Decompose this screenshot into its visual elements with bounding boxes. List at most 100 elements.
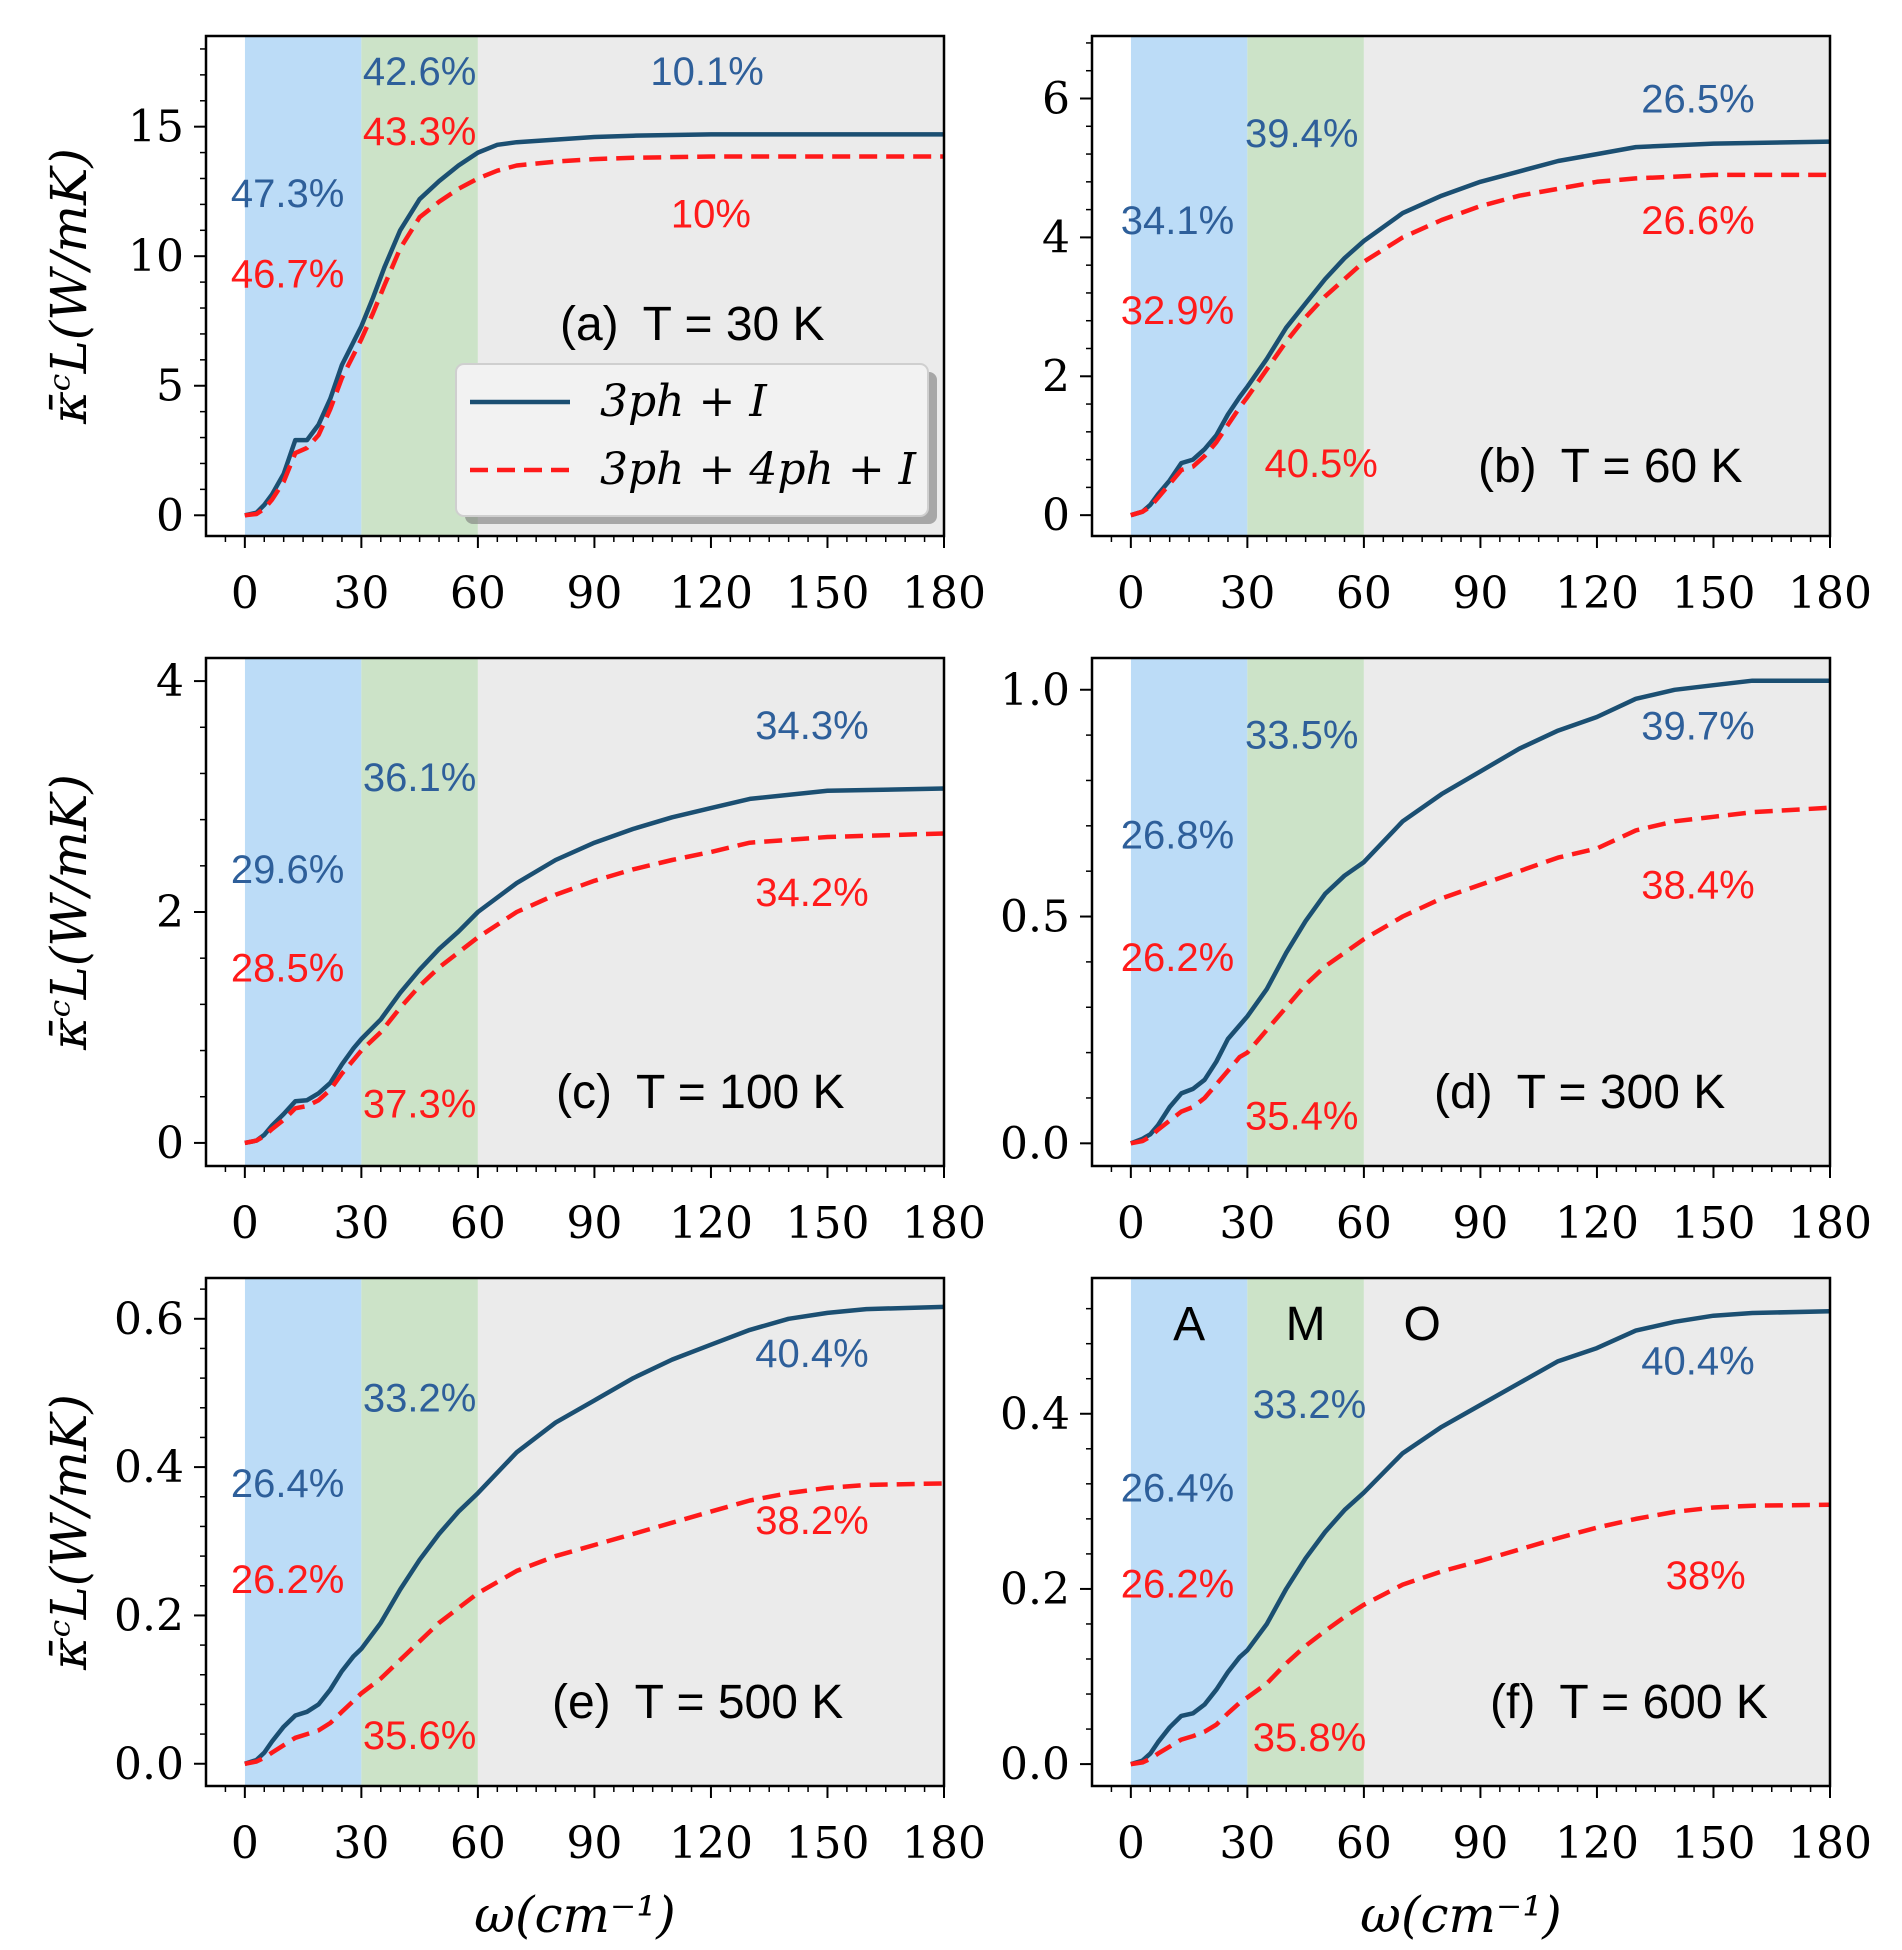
panel-letter: (c)	[556, 1066, 612, 1119]
region-a	[1130, 36, 1248, 536]
x-tick-label: 180	[1788, 568, 1872, 619]
x-tick-label: 120	[1555, 568, 1639, 619]
x-tick-label: 120	[1555, 1198, 1639, 1249]
x-tick-label: 180	[1788, 1198, 1872, 1249]
panel-label: (b) T = 60 K	[1478, 440, 1743, 493]
y-tick-label: 0	[1042, 490, 1070, 541]
percentage-annotation: 33.5%	[1245, 714, 1358, 758]
y-axis-label: κ̄ᶜL(W/mK)	[40, 148, 98, 425]
region-a	[1130, 658, 1248, 1166]
x-tick-label: 150	[785, 1818, 869, 1869]
region-o	[477, 1278, 944, 1786]
y-tick-label: 0.4	[114, 1442, 184, 1493]
y-tick-label: 0.0	[1000, 1739, 1070, 1790]
x-tick-label: 0	[231, 1198, 259, 1249]
region-a	[244, 1278, 362, 1786]
y-tick-label: 5	[156, 361, 184, 412]
x-tick-label: 30	[333, 1198, 389, 1249]
panel-b: 0 30 60 90 120 150 180 0 2 4 6 26.5% 39.4%34.1% 26.6%…	[1042, 34, 1872, 619]
y-axis-label: κ̄ᶜL(W/mK)	[40, 774, 98, 1051]
series-3ph-i-line	[1130, 139, 1831, 518]
percentage-annotation: 35.4%	[1245, 1095, 1358, 1139]
region-left-blank	[1092, 36, 1131, 536]
x-tick-label: 60	[1336, 1198, 1392, 1249]
x-tick-label: 60	[1336, 568, 1392, 619]
series-3ph-4ph-i-line	[244, 1481, 945, 1767]
percentage-annotation: 26.4%	[1121, 1466, 1234, 1510]
panel-label: (f) T = 600 K	[1490, 1676, 1768, 1729]
x-tick-label: 180	[902, 568, 986, 619]
region-o	[1363, 36, 1830, 536]
y-tick-label: 1.0	[1000, 665, 1070, 716]
panel-letter: (a)	[560, 298, 619, 351]
x-tick-label: 0	[231, 568, 259, 619]
panel-label: (a) T = 30 K	[560, 298, 825, 351]
percentage-annotation: 47.3%	[231, 172, 344, 216]
y-tick-label: 0.0	[1000, 1118, 1070, 1169]
region-o	[1363, 658, 1830, 1166]
panel-temperature: T = 500 K	[635, 1676, 844, 1729]
panel-a: 0 30 60 90 120 150 180 0 5 10 15 42.6% 10.1% 43.3% 47.…	[128, 34, 986, 619]
series-3ph-i-line	[244, 786, 945, 1146]
region-label-m: M	[1286, 1298, 1326, 1351]
x-tick-label: 90	[1452, 1818, 1508, 1869]
x-tick-label: 150	[785, 1198, 869, 1249]
region-o	[1363, 1278, 1830, 1786]
percentage-annotation: 37.3%	[363, 1083, 476, 1127]
panel-temperature: T = 60 K	[1561, 440, 1743, 493]
region-label-o: O	[1403, 1298, 1440, 1351]
x-tick-label: 120	[1555, 1818, 1639, 1869]
percentage-annotation: 38%	[1666, 1554, 1746, 1598]
y-tick-label: 4	[156, 656, 184, 707]
panel-temperature: T = 300 K	[1517, 1066, 1726, 1119]
y-tick-label: 0	[156, 1118, 184, 1169]
series-3ph-4ph-i-line	[244, 154, 944, 518]
region-m	[1247, 658, 1364, 1166]
panel-temperature: T = 30 K	[643, 298, 825, 351]
x-tick-label: 0	[231, 1818, 259, 1869]
series-3ph-i-line	[244, 132, 944, 518]
percentage-annotation: 26.5%	[1641, 77, 1754, 121]
x-tick-label: 30	[1219, 1198, 1275, 1249]
percentage-annotation: 34.1%	[1121, 199, 1234, 243]
x-tick-label: 60	[450, 1198, 506, 1249]
percentage-annotation: 26.8%	[1121, 814, 1234, 858]
y-tick-label: 2	[156, 887, 184, 938]
x-tick-label: 0	[1117, 568, 1145, 619]
region-m	[361, 658, 478, 1166]
x-tick-label: 120	[669, 568, 753, 619]
percentage-annotation: 33.2%	[1253, 1383, 1366, 1427]
panel-label: (c) T = 100 K	[556, 1066, 845, 1119]
x-tick-label: 180	[902, 1818, 986, 1869]
x-tick-label: 90	[566, 1198, 622, 1249]
x-tick-label: 180	[902, 1198, 986, 1249]
x-tick-label: 180	[1788, 1818, 1872, 1869]
region-label-a: A	[1173, 1298, 1205, 1351]
x-axis-label: ω(cm⁻¹)	[1360, 1886, 1562, 1944]
percentage-annotation: 10.1%	[650, 50, 763, 94]
x-tick-label: 150	[785, 568, 869, 619]
series-3ph-4ph-i-line	[244, 831, 945, 1146]
region-left-blank	[206, 36, 245, 536]
panel-letter: (b)	[1478, 440, 1537, 493]
panel-c: 0 30 60 90 120 150 180 0 2 4 34.3% 36.1% 29.6% 34.2% 2…	[156, 656, 986, 1249]
x-tick-label: 30	[1219, 1818, 1275, 1869]
x-tick-label: 30	[1219, 568, 1275, 619]
percentage-annotation: 26.2%	[231, 1558, 344, 1602]
y-tick-label: 10	[128, 231, 184, 282]
region-a	[244, 658, 362, 1166]
percentage-annotation: 26.2%	[1121, 936, 1234, 980]
series-3ph-4ph-i-line	[1130, 1502, 1831, 1767]
y-tick-label: 15	[128, 102, 184, 153]
percentage-annotation: 42.6%	[363, 50, 476, 94]
series-3ph-i-line	[1129, 678, 1830, 1146]
region-left-blank	[206, 658, 245, 1166]
percentage-annotation: 35.6%	[363, 1714, 476, 1758]
region-left-blank	[1092, 1278, 1131, 1786]
y-tick-label: 0.6	[114, 1294, 184, 1345]
panel-letter: (f)	[1490, 1676, 1535, 1729]
region-left-blank	[1092, 658, 1131, 1166]
x-tick-label: 150	[1671, 1198, 1755, 1249]
percentage-annotation: 28.5%	[231, 946, 344, 990]
region-m	[1247, 1278, 1364, 1786]
